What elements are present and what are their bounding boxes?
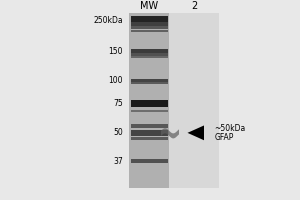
Bar [130,26,168,29]
Text: GFAP: GFAP [214,133,234,142]
Text: 250kDa: 250kDa [93,16,123,25]
Bar [130,22,168,26]
Bar [130,56,168,58]
Bar [130,53,168,56]
Bar [130,130,168,136]
Text: ~50kDa: ~50kDa [214,124,246,133]
Bar [130,159,168,163]
Bar [130,49,168,53]
Bar [130,100,168,107]
Bar [130,30,168,32]
Text: MW: MW [140,1,158,11]
Bar [130,79,168,82]
Bar [169,13,219,188]
Bar [130,82,168,84]
Bar [130,16,168,22]
Text: 100: 100 [109,76,123,85]
Text: 50: 50 [113,128,123,137]
Polygon shape [188,125,204,140]
Text: 150: 150 [109,47,123,56]
Bar [130,110,168,112]
Bar [130,137,168,140]
Text: 75: 75 [113,99,123,108]
Text: 2: 2 [191,1,197,11]
Text: 37: 37 [113,157,123,166]
Bar [129,13,170,188]
Bar [130,124,168,128]
